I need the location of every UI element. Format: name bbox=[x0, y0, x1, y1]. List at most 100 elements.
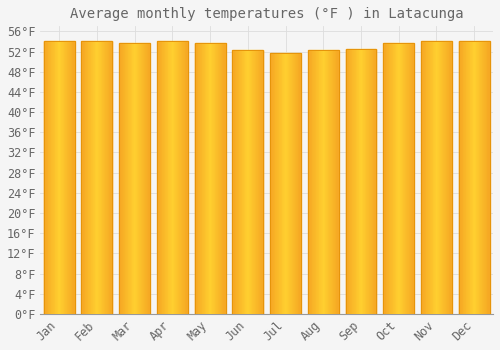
Bar bbox=[391, 43, 392, 314]
Bar bbox=[244, 50, 246, 314]
Bar bbox=[262, 50, 264, 314]
Bar bbox=[136, 43, 137, 314]
Bar bbox=[308, 50, 338, 314]
Bar bbox=[481, 41, 482, 314]
Bar bbox=[183, 41, 184, 314]
Bar bbox=[258, 50, 260, 314]
Bar bbox=[284, 52, 285, 314]
Bar bbox=[220, 43, 221, 314]
Bar bbox=[313, 50, 314, 314]
Bar bbox=[174, 41, 176, 314]
Bar bbox=[286, 52, 287, 314]
Bar bbox=[398, 43, 400, 314]
Bar bbox=[427, 41, 428, 314]
Bar bbox=[60, 41, 62, 314]
Bar bbox=[468, 41, 469, 314]
Bar bbox=[87, 41, 88, 314]
Bar bbox=[134, 43, 136, 314]
Bar bbox=[186, 41, 187, 314]
Bar bbox=[176, 41, 177, 314]
Bar bbox=[434, 41, 435, 314]
Bar bbox=[260, 50, 261, 314]
Bar bbox=[352, 49, 354, 314]
Bar bbox=[64, 41, 66, 314]
Bar bbox=[404, 43, 405, 314]
Bar bbox=[171, 41, 172, 314]
Bar bbox=[451, 41, 452, 314]
Bar bbox=[439, 41, 440, 314]
Bar bbox=[69, 41, 70, 314]
Bar bbox=[311, 50, 312, 314]
Bar bbox=[430, 41, 431, 314]
Bar bbox=[297, 52, 298, 314]
Bar bbox=[291, 52, 292, 314]
Bar bbox=[53, 41, 54, 314]
Bar bbox=[384, 43, 385, 314]
Bar bbox=[83, 41, 84, 314]
Bar bbox=[375, 49, 376, 314]
Bar bbox=[388, 43, 390, 314]
Bar bbox=[52, 41, 53, 314]
Bar bbox=[120, 43, 122, 314]
Bar bbox=[63, 41, 64, 314]
Bar bbox=[126, 43, 127, 314]
Bar bbox=[211, 43, 212, 314]
Bar bbox=[407, 43, 408, 314]
Bar bbox=[350, 49, 351, 314]
Bar bbox=[250, 50, 251, 314]
Bar bbox=[82, 41, 83, 314]
Bar bbox=[223, 43, 224, 314]
Bar bbox=[234, 50, 236, 314]
Bar bbox=[412, 43, 414, 314]
Bar bbox=[390, 43, 391, 314]
Bar bbox=[248, 50, 250, 314]
Bar bbox=[132, 43, 133, 314]
Bar bbox=[397, 43, 398, 314]
Bar bbox=[157, 41, 188, 314]
Bar bbox=[325, 50, 326, 314]
Bar bbox=[166, 41, 167, 314]
Bar bbox=[66, 41, 67, 314]
Bar bbox=[44, 41, 74, 314]
Bar bbox=[327, 50, 328, 314]
Bar bbox=[47, 41, 48, 314]
Bar bbox=[402, 43, 404, 314]
Bar bbox=[347, 49, 348, 314]
Bar bbox=[232, 50, 264, 314]
Bar bbox=[387, 43, 388, 314]
Bar bbox=[127, 43, 128, 314]
Bar bbox=[71, 41, 72, 314]
Bar bbox=[119, 43, 150, 314]
Bar bbox=[187, 41, 188, 314]
Bar bbox=[356, 49, 357, 314]
Bar bbox=[251, 50, 252, 314]
Bar bbox=[236, 50, 237, 314]
Bar bbox=[310, 50, 311, 314]
Bar bbox=[385, 43, 386, 314]
Title: Average monthly temperatures (°F ) in Latacunga: Average monthly temperatures (°F ) in La… bbox=[70, 7, 464, 21]
Bar bbox=[106, 41, 107, 314]
Bar bbox=[374, 49, 375, 314]
Bar bbox=[82, 41, 112, 314]
Bar bbox=[386, 43, 387, 314]
Bar bbox=[370, 49, 371, 314]
Bar bbox=[141, 43, 142, 314]
Bar bbox=[360, 49, 361, 314]
Bar bbox=[160, 41, 161, 314]
Bar bbox=[50, 41, 51, 314]
Bar bbox=[357, 49, 358, 314]
Bar bbox=[159, 41, 160, 314]
Bar bbox=[354, 49, 355, 314]
Bar bbox=[400, 43, 401, 314]
Bar bbox=[233, 50, 234, 314]
Bar bbox=[346, 49, 347, 314]
Bar bbox=[146, 43, 147, 314]
Bar bbox=[48, 41, 49, 314]
Bar bbox=[480, 41, 481, 314]
Bar bbox=[164, 41, 166, 314]
Bar bbox=[99, 41, 100, 314]
Bar bbox=[285, 52, 286, 314]
Bar bbox=[96, 41, 97, 314]
Bar bbox=[168, 41, 170, 314]
Bar bbox=[316, 50, 317, 314]
